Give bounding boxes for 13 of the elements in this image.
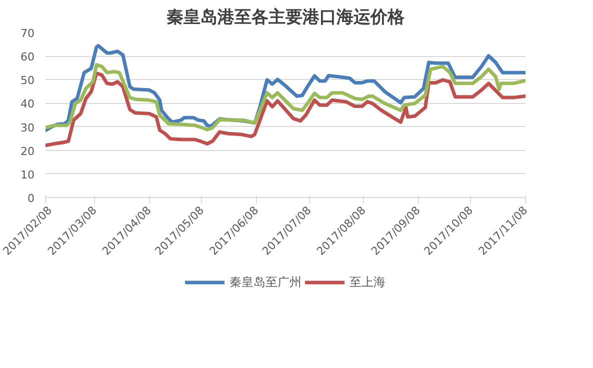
y-tick-label: 50 [20,74,35,88]
y-tick-label: 30 [20,121,35,134]
legend-label: 秦皇岛至广州 [230,274,302,290]
y-tick-label: 70 [20,27,35,40]
y-tick-label: 0 [28,192,34,205]
chart-title: 秦皇岛港至各主要港口海运价格 [166,8,406,28]
legend-label: 至上海 [350,274,386,290]
y-tick-label: 40 [20,98,35,111]
y-tick-label: 10 [20,168,35,182]
y-tick-label: 60 [20,50,35,64]
line-series [46,63,526,132]
y-tick-label: 20 [20,144,35,158]
line-series [46,72,526,148]
